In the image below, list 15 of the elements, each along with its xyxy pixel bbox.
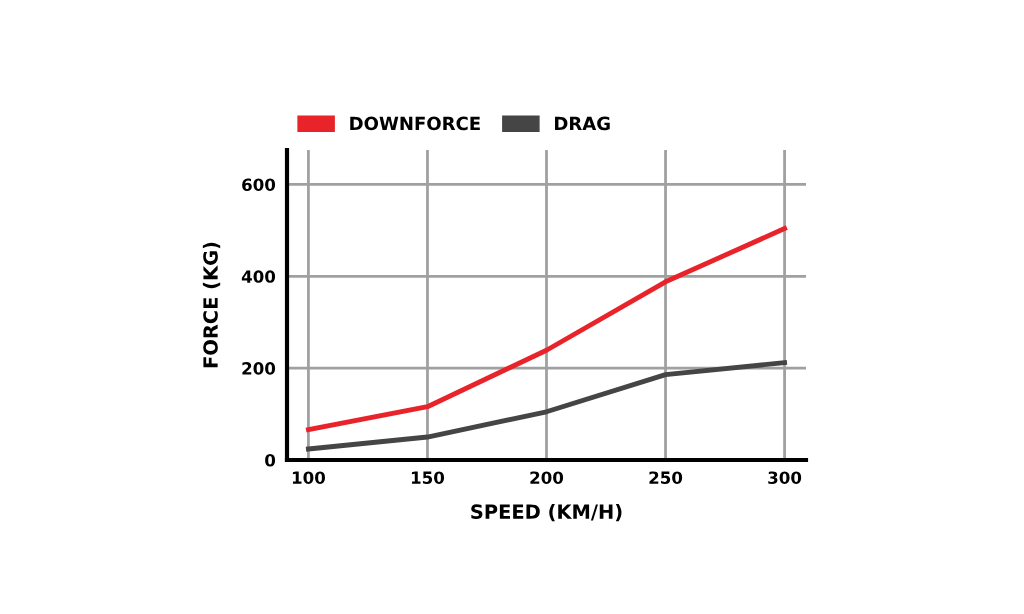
x-axis-title: SPEED (KM/H) — [471, 503, 622, 522]
line-series — [306, 360, 787, 452]
line-series — [306, 226, 787, 433]
y-tick-label: 0 — [265, 453, 276, 467]
x-tick-label: 150 — [411, 471, 445, 485]
x-tick-label: 200 — [530, 471, 564, 485]
legend-label: DOWNFORCE — [350, 116, 480, 131]
x-tick-label: 300 — [768, 471, 802, 485]
x-tick-label: 250 — [649, 471, 683, 485]
y-axis-title: FORCE (KG) — [202, 242, 221, 368]
y-tick-label: 400 — [241, 270, 276, 283]
y-tick-label: 600 — [242, 178, 276, 192]
legend-label: DRAG — [555, 116, 610, 131]
x-tick-label: 100 — [292, 471, 326, 485]
y-tick-label: 200 — [242, 362, 276, 375]
